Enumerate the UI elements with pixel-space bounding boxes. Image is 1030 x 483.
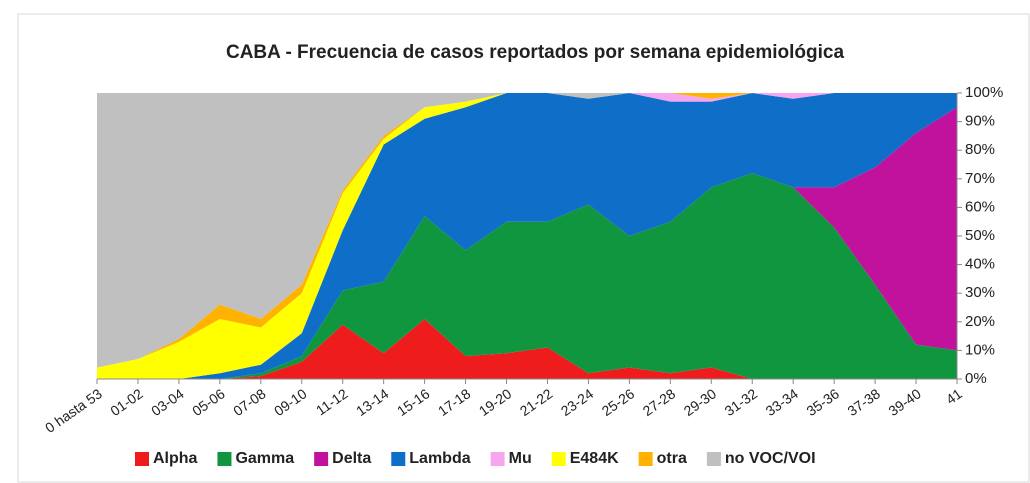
y-tick-label: 80%: [965, 141, 995, 158]
legend-label: Mu: [509, 450, 532, 467]
legend-swatch: [706, 452, 721, 466]
legend-label: Delta: [332, 450, 371, 467]
y-tick-label: 70%: [965, 170, 995, 187]
legend-label: Alpha: [153, 450, 198, 467]
legend-swatch: [135, 452, 149, 466]
y-tick-label: 30%: [965, 284, 995, 301]
legend-label: Gamma: [235, 450, 294, 467]
legend-swatch: [490, 452, 505, 466]
legend-swatch: [551, 452, 566, 466]
area: [97, 93, 957, 379]
legend-label: no VOC/VOI: [725, 450, 816, 467]
chart-title: CABA - Frecuencia de casos reportados po…: [226, 42, 844, 63]
area: [97, 173, 957, 379]
y-tick-label: 10%: [965, 341, 995, 358]
legend-label: otra: [657, 450, 687, 467]
y-tick-label: 0%: [965, 370, 987, 387]
y-tick-label: 40%: [965, 256, 995, 273]
area: [97, 318, 957, 379]
legend-swatch: [217, 452, 232, 466]
legend-swatch: [314, 452, 329, 466]
y-tick-label: 90%: [965, 113, 995, 130]
y-tick-label: 60%: [965, 198, 995, 215]
legend-label: E484K: [570, 450, 619, 467]
area: [97, 93, 957, 379]
y-tick-label: 100%: [965, 84, 1003, 101]
y-tick-label: 50%: [965, 227, 995, 244]
legend-swatch: [638, 452, 653, 466]
area: [97, 93, 957, 368]
legend-label: Lambda: [409, 450, 470, 467]
legend-swatch: [391, 452, 406, 466]
y-tick-label: 20%: [965, 313, 995, 330]
